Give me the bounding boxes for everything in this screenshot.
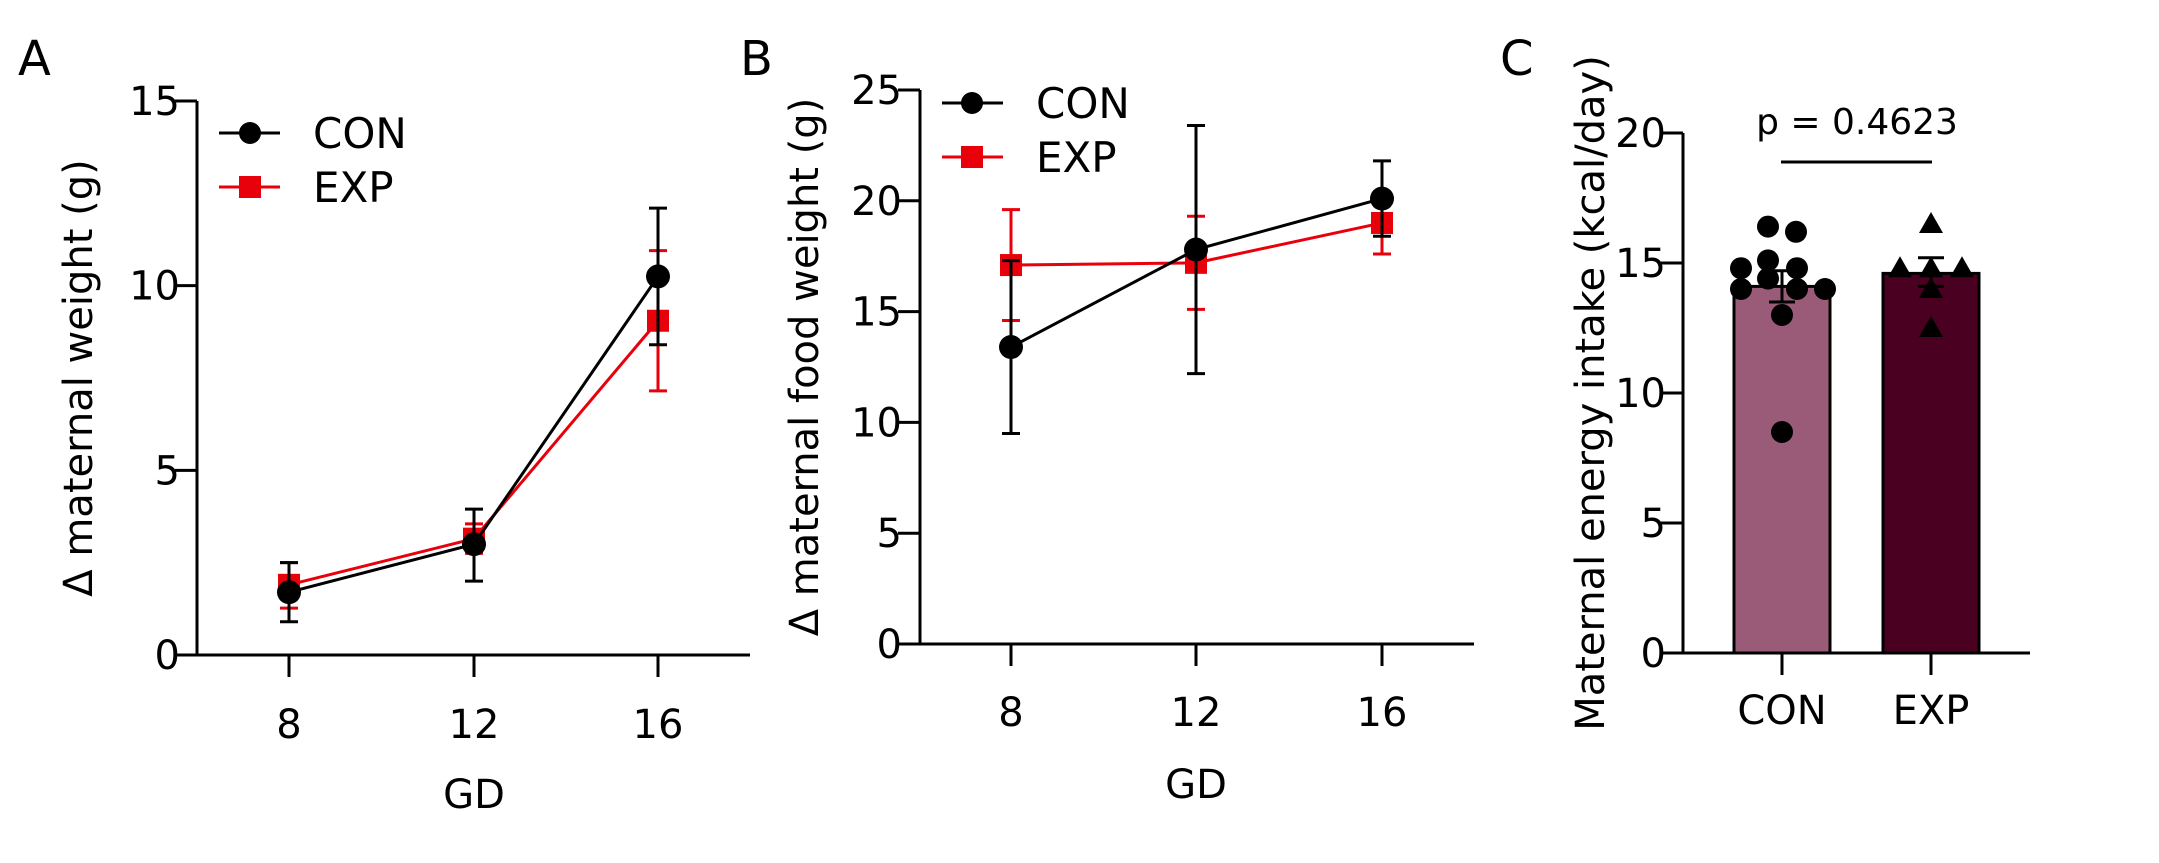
con-data-point <box>1785 220 1807 243</box>
legend-con-label: CON <box>313 109 407 158</box>
con-data-point <box>1730 278 1752 300</box>
y-axis-title-b: Δ maternal food weight (g) <box>782 98 828 637</box>
plot-area-c: 0 5 10 15 20 CON EXP <box>1615 111 2030 734</box>
p-value-annotation: p = 0.4623 <box>1756 102 1958 143</box>
con-data-point <box>1786 257 1808 280</box>
panel-label-a: A <box>18 31 51 87</box>
y-tick-label: 10 <box>129 264 180 310</box>
legend-con-label: CON <box>1036 79 1130 128</box>
con-data-point <box>646 264 670 289</box>
con-data-point <box>1757 267 1779 290</box>
panel-label-b: B <box>740 31 773 87</box>
y-tick-label: 15 <box>1615 241 1666 287</box>
legend-b: CON EXP <box>942 79 1130 182</box>
x-tick-label: 12 <box>449 702 500 748</box>
x-tick-label: CON <box>1737 688 1826 734</box>
y-tick-label: 5 <box>155 448 180 494</box>
y-tick-label: 5 <box>877 511 902 557</box>
y-tick-label: 15 <box>129 79 180 125</box>
panel-b: B Δ maternal food weight (g) GD CON EXP … <box>740 31 1474 808</box>
panel-a: A Δ maternal weight (g) GD CON EXP 0 5 10 1… <box>18 31 750 818</box>
legend-exp-label: EXP <box>313 163 394 212</box>
y-axis-title-a: Δ maternal weight (g) <box>56 159 102 596</box>
y-tick-label: 0 <box>877 622 902 668</box>
x-tick-label: 16 <box>633 702 684 748</box>
panel-c: C Maternal energy intake (kcal/day) p = … <box>1500 31 2030 734</box>
y-tick-label: 5 <box>1641 501 1666 547</box>
exp-data-point <box>1919 316 1943 337</box>
y-axis-title-c: Maternal energy intake (kcal/day) <box>1568 55 1614 731</box>
con-data-point <box>999 335 1023 360</box>
legend-con-circle-icon <box>239 122 261 144</box>
y-tick-label: 25 <box>851 68 902 114</box>
y-tick-label: 10 <box>851 400 902 446</box>
y-tick-label: 10 <box>1615 371 1666 417</box>
y-tick-label: 20 <box>851 179 902 225</box>
x-tick-label: 16 <box>1357 690 1408 736</box>
x-tick-label: 8 <box>998 690 1023 736</box>
panel-label-c: C <box>1500 31 1534 87</box>
con-data-point <box>1786 278 1808 300</box>
x-tick-label: 12 <box>1171 690 1222 736</box>
legend-exp-square-icon <box>961 146 983 168</box>
x-axis-title-b: GD <box>1165 762 1227 808</box>
con-data-point <box>1757 249 1779 272</box>
y-tick-label: 20 <box>1615 111 1666 157</box>
y-tick-label: 15 <box>851 290 902 336</box>
legend-con-circle-icon <box>961 92 983 114</box>
exp-data-point <box>1888 256 1912 278</box>
plot-area-a: 0 5 10 15 8 12 16 <box>129 79 750 748</box>
x-tick-label: 8 <box>276 702 301 748</box>
legend-exp-square-icon <box>239 176 261 198</box>
x-tick-label: EXP <box>1893 688 1970 734</box>
legend-a: CON EXP <box>219 109 407 212</box>
con-bar <box>1732 284 1832 655</box>
con-data-point <box>1814 278 1836 300</box>
con-data-point <box>462 532 486 557</box>
con-data-point <box>277 580 301 605</box>
x-axis-title-a: GD <box>443 772 505 818</box>
y-tick-label: 0 <box>1641 631 1666 677</box>
legend-exp-label: EXP <box>1036 133 1117 182</box>
con-data-point <box>1184 237 1208 262</box>
plot-area-b: 0 5 10 15 20 25 8 12 16 <box>851 68 1474 736</box>
exp-data-point <box>1919 212 1943 233</box>
y-tick-label: 0 <box>155 633 180 679</box>
con-data-point <box>1771 421 1793 443</box>
con-data-point <box>1771 304 1793 326</box>
con-data-point <box>1730 257 1752 280</box>
exp-data-point <box>1950 256 1974 278</box>
con-data-point <box>1757 215 1779 238</box>
con-data-point <box>1370 186 1394 211</box>
